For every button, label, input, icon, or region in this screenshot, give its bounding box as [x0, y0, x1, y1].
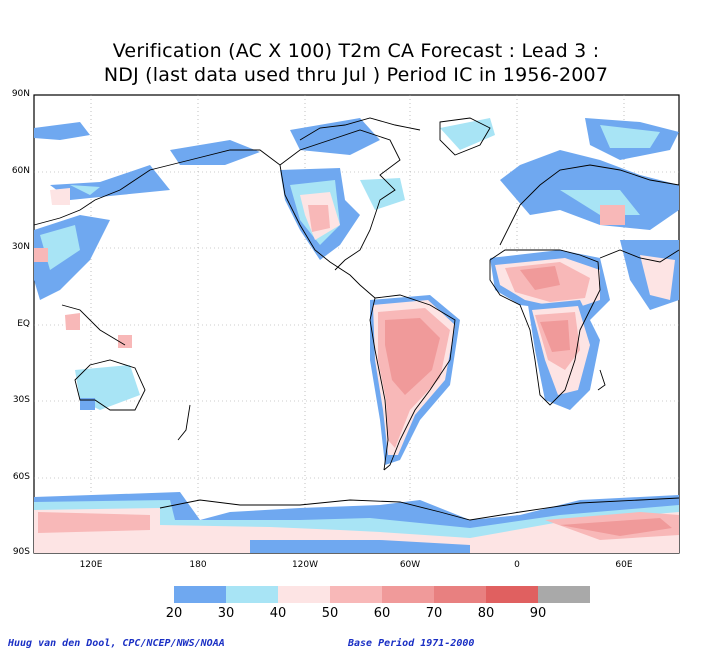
lat-label-eq: EQ [17, 319, 30, 329]
colorbar-label: 20 [165, 606, 183, 621]
colorbar-label: 90 [529, 606, 547, 621]
title-line-1: Verification (AC X 100) T2m CA Forecast … [112, 40, 600, 62]
lat-label-90n: 90N [11, 89, 30, 99]
base-period-text: Base Period 1971-2000 [348, 638, 475, 649]
lon-label-120w: 120W [291, 560, 319, 570]
colorbar-label: 40 [269, 606, 287, 621]
lon-label-180: 180 [189, 560, 207, 570]
colorbar-swatch [434, 586, 486, 603]
colorbar-label: 50 [321, 606, 339, 621]
lat-label-90s: 90S [12, 547, 30, 557]
title-line-2: NDJ (last data used thru Jul ) Period IC… [103, 64, 609, 86]
colorbar-swatch [382, 586, 434, 603]
lat-label-60n: 60N [11, 166, 30, 176]
colorbar-swatch [538, 586, 590, 603]
lat-label-60s: 60S [12, 472, 30, 482]
colorbar-label: 80 [477, 606, 495, 621]
colorbar-label: 30 [217, 606, 235, 621]
colorbar-swatch [330, 586, 382, 603]
colorbar-swatch [486, 586, 538, 603]
lon-label-60w: 60W [399, 560, 421, 570]
colorbar-label: 70 [425, 606, 443, 621]
lon-label-0: 0 [514, 560, 520, 570]
coastlines [33, 117, 680, 521]
lat-label-30n: 30N [11, 242, 30, 252]
lon-label-60e: 60E [615, 560, 633, 570]
credit-text: Huug van den Dool, CPC/NCEP/NWS/NOAA [8, 638, 225, 649]
colorbar-swatch [226, 586, 278, 603]
colorbar-swatch [278, 586, 330, 603]
lat-label-30s: 30S [12, 395, 30, 405]
colorbar-swatch [174, 586, 226, 603]
colorbar-label: 60 [373, 606, 391, 621]
lon-label-120e: 120E [79, 560, 103, 570]
